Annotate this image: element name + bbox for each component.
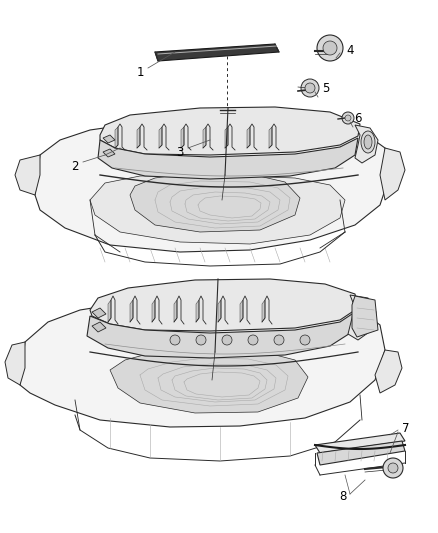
Polygon shape <box>225 127 228 148</box>
Circle shape <box>345 115 351 121</box>
Polygon shape <box>355 125 378 163</box>
Circle shape <box>305 83 315 93</box>
Polygon shape <box>108 300 111 322</box>
Polygon shape <box>181 127 184 148</box>
Polygon shape <box>247 127 250 148</box>
Text: 4: 4 <box>346 44 354 56</box>
Polygon shape <box>98 138 358 179</box>
Polygon shape <box>155 44 279 61</box>
Polygon shape <box>269 127 272 148</box>
Circle shape <box>388 463 398 473</box>
Circle shape <box>274 335 284 345</box>
Polygon shape <box>317 441 405 465</box>
Polygon shape <box>137 127 140 148</box>
Polygon shape <box>15 155 40 195</box>
Text: 8: 8 <box>339 490 347 504</box>
Polygon shape <box>90 175 345 244</box>
Polygon shape <box>35 118 390 252</box>
Polygon shape <box>115 127 118 148</box>
Circle shape <box>301 79 319 97</box>
Circle shape <box>196 335 206 345</box>
Text: 6: 6 <box>354 112 362 125</box>
Circle shape <box>383 458 403 478</box>
Text: 5: 5 <box>322 83 330 95</box>
Polygon shape <box>20 295 385 427</box>
Ellipse shape <box>364 135 372 149</box>
Circle shape <box>300 335 310 345</box>
Polygon shape <box>130 173 300 232</box>
Polygon shape <box>90 279 358 331</box>
Polygon shape <box>348 295 376 340</box>
Polygon shape <box>92 308 106 318</box>
Polygon shape <box>87 310 358 358</box>
Polygon shape <box>103 149 115 157</box>
Circle shape <box>248 335 258 345</box>
Polygon shape <box>130 300 133 322</box>
Polygon shape <box>174 300 177 322</box>
Circle shape <box>317 35 343 61</box>
Polygon shape <box>196 300 199 322</box>
Ellipse shape <box>361 131 375 153</box>
Polygon shape <box>152 300 155 322</box>
Circle shape <box>170 335 180 345</box>
Polygon shape <box>92 322 106 332</box>
Text: 7: 7 <box>402 422 410 434</box>
Polygon shape <box>5 342 25 385</box>
Polygon shape <box>240 300 243 322</box>
Circle shape <box>323 41 337 55</box>
Text: 1: 1 <box>136 67 144 79</box>
Polygon shape <box>203 127 206 148</box>
Polygon shape <box>103 135 115 143</box>
Text: 3: 3 <box>177 146 184 158</box>
Polygon shape <box>159 127 162 148</box>
Polygon shape <box>380 148 405 200</box>
Polygon shape <box>110 349 308 413</box>
Circle shape <box>342 112 354 124</box>
Polygon shape <box>352 296 378 337</box>
Polygon shape <box>262 300 265 322</box>
Circle shape <box>222 335 232 345</box>
Polygon shape <box>375 350 402 393</box>
Polygon shape <box>100 107 360 155</box>
Text: 2: 2 <box>71 159 79 173</box>
Polygon shape <box>218 300 221 322</box>
Polygon shape <box>315 433 405 453</box>
